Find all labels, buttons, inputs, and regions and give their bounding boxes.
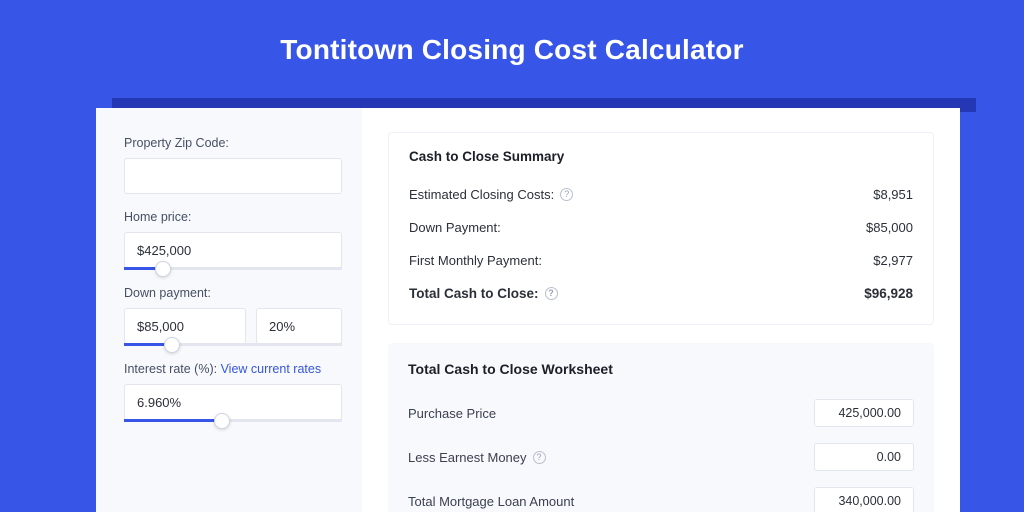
zip-field-group: Property Zip Code: bbox=[124, 136, 342, 194]
down-payment-slider-thumb[interactable] bbox=[164, 337, 180, 353]
summary-label: Down Payment: bbox=[409, 220, 501, 235]
worksheet-row-purchase-price: Purchase Price 425,000.00 bbox=[408, 391, 914, 435]
summary-total-value: $96,928 bbox=[864, 286, 913, 301]
interest-rate-slider-fill bbox=[124, 419, 222, 422]
zip-label: Property Zip Code: bbox=[124, 136, 342, 150]
help-icon[interactable]: ? bbox=[560, 188, 573, 201]
calculator-panel: Property Zip Code: Home price: Down paym… bbox=[96, 108, 960, 512]
summary-total-label: Total Cash to Close: bbox=[409, 286, 539, 301]
summary-value: $2,977 bbox=[873, 253, 913, 268]
summary-row-first-payment: First Monthly Payment: $2,977 bbox=[409, 244, 913, 277]
summary-label: Estimated Closing Costs: bbox=[409, 187, 554, 202]
summary-value: $85,000 bbox=[866, 220, 913, 235]
summary-row-down-payment: Down Payment: $85,000 bbox=[409, 211, 913, 244]
worksheet-label: Less Earnest Money bbox=[408, 450, 527, 465]
worksheet-value[interactable]: 340,000.00 bbox=[814, 487, 914, 512]
worksheet-value[interactable]: 425,000.00 bbox=[814, 399, 914, 427]
worksheet-value[interactable]: 0.00 bbox=[814, 443, 914, 471]
home-price-label: Home price: bbox=[124, 210, 342, 224]
worksheet-row-mortgage-loan: Total Mortgage Loan Amount 340,000.00 bbox=[408, 479, 914, 512]
down-payment-label: Down payment: bbox=[124, 286, 342, 300]
page-title: Tontitown Closing Cost Calculator bbox=[0, 0, 1024, 88]
view-rates-link[interactable]: View current rates bbox=[221, 362, 322, 376]
help-icon[interactable]: ? bbox=[533, 451, 546, 464]
interest-rate-slider[interactable] bbox=[124, 419, 342, 422]
down-payment-amount-input[interactable] bbox=[124, 308, 246, 344]
down-payment-percent-input[interactable] bbox=[256, 308, 342, 344]
summary-row-total: Total Cash to Close: ? $96,928 bbox=[409, 277, 913, 310]
summary-label: First Monthly Payment: bbox=[409, 253, 542, 268]
down-payment-slider-wrap bbox=[124, 308, 342, 346]
worksheet-row-earnest-money: Less Earnest Money ? 0.00 bbox=[408, 435, 914, 479]
zip-input[interactable] bbox=[124, 158, 342, 194]
down-payment-slider[interactable] bbox=[124, 343, 342, 346]
interest-rate-label: Interest rate (%): View current rates bbox=[124, 362, 342, 376]
inputs-sidebar: Property Zip Code: Home price: Down paym… bbox=[96, 108, 362, 512]
results-main: Cash to Close Summary Estimated Closing … bbox=[362, 108, 960, 512]
interest-rate-slider-thumb[interactable] bbox=[214, 413, 230, 429]
summary-value: $8,951 bbox=[873, 187, 913, 202]
down-payment-group: Down payment: bbox=[124, 286, 342, 346]
help-icon[interactable]: ? bbox=[545, 287, 558, 300]
home-price-group: Home price: bbox=[124, 210, 342, 270]
worksheet-label: Purchase Price bbox=[408, 406, 496, 421]
summary-row-closing-costs: Estimated Closing Costs: ? $8,951 bbox=[409, 178, 913, 211]
interest-rate-label-text: Interest rate (%): bbox=[124, 362, 221, 376]
worksheet-label: Total Mortgage Loan Amount bbox=[408, 494, 574, 509]
home-price-slider[interactable] bbox=[124, 267, 342, 270]
interest-rate-group: Interest rate (%): View current rates bbox=[124, 362, 342, 422]
home-price-slider-wrap bbox=[124, 232, 342, 270]
home-price-slider-thumb[interactable] bbox=[155, 261, 171, 277]
summary-card: Cash to Close Summary Estimated Closing … bbox=[388, 132, 934, 325]
interest-rate-input[interactable] bbox=[124, 384, 342, 420]
summary-title: Cash to Close Summary bbox=[409, 149, 913, 164]
worksheet-title: Total Cash to Close Worksheet bbox=[408, 361, 914, 377]
worksheet-card: Total Cash to Close Worksheet Purchase P… bbox=[388, 343, 934, 512]
interest-rate-slider-wrap bbox=[124, 384, 342, 422]
